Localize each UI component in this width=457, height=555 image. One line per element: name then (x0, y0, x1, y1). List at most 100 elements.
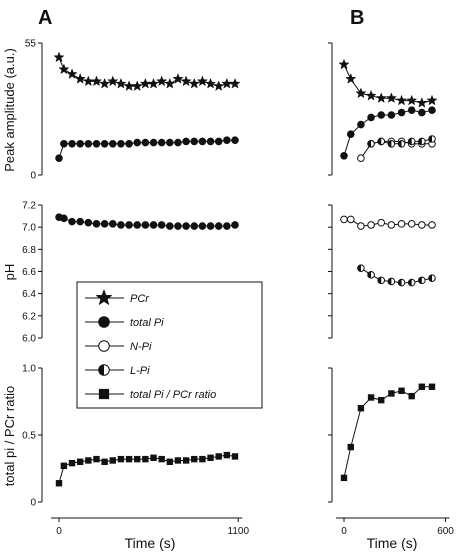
data-point (100, 140, 109, 148)
data-point (53, 51, 65, 63)
data-point (93, 455, 100, 463)
series-b-bot-filled-square (340, 383, 436, 482)
data-point (92, 140, 101, 148)
y-axis-title-bot: total pi / PCr ratio (2, 386, 17, 486)
data-point (214, 137, 223, 146)
data-point (150, 454, 157, 461)
data-point (398, 387, 405, 394)
data-point (406, 94, 418, 106)
data-point (206, 222, 215, 230)
legend-label-n-pi: N-Pi (130, 341, 152, 353)
data-point (367, 271, 375, 279)
data-point (206, 137, 215, 146)
series-b-mid-open-circle (340, 215, 436, 230)
x-tick-label-a: 0 (56, 526, 62, 537)
series-b-mid-half-circle (357, 264, 436, 287)
x-tick-label-b: 600 (437, 526, 454, 537)
legend: PCr total Pi N-Pi L-Pi total Pi / PCr ra… (76, 281, 263, 409)
data-point (357, 222, 365, 230)
data-point (198, 137, 207, 146)
data-point (378, 396, 385, 404)
data-point (199, 455, 206, 463)
legend-marker-open-circle (98, 340, 110, 352)
legend-label-total-pi: total Pi (130, 317, 164, 329)
data-point (60, 214, 68, 223)
data-point (345, 73, 357, 84)
data-point (357, 405, 365, 412)
data-point (407, 137, 416, 146)
data-point (76, 458, 84, 465)
series-line (343, 109, 433, 156)
series-b-top-filled-circle (340, 106, 436, 160)
data-point (55, 480, 63, 487)
data-point (117, 221, 125, 229)
data-point (125, 455, 133, 463)
data-point (191, 455, 198, 463)
data-point (377, 137, 386, 146)
data-point (426, 94, 438, 106)
y-tick-label-mid: 7.0 (22, 223, 36, 234)
y-tick-label-bot: 0 (30, 498, 36, 509)
data-point (156, 75, 168, 87)
data-point (58, 63, 70, 75)
data-point (147, 77, 160, 89)
data-point (357, 154, 365, 162)
data-point (428, 135, 436, 143)
data-point (101, 458, 108, 465)
data-point (204, 77, 217, 89)
data-point (223, 222, 231, 230)
y-axis-title-top: Peak amplitude (a.u.) (2, 48, 17, 172)
series-a-top-filled-circle (55, 136, 239, 162)
data-point (190, 222, 199, 230)
data-point (76, 217, 84, 226)
data-point (367, 394, 375, 401)
data-point (418, 137, 426, 146)
y-tick-label-mid: 7.2 (22, 201, 36, 212)
y-tick-label-mid: 6.6 (22, 267, 36, 278)
data-point (397, 278, 406, 287)
data-point (108, 140, 117, 148)
data-point (231, 221, 239, 229)
data-point (407, 278, 416, 287)
data-point (188, 77, 200, 89)
data-point (84, 218, 93, 227)
data-point (109, 457, 116, 464)
data-point (428, 274, 436, 282)
data-point (100, 220, 109, 228)
data-point (416, 97, 428, 108)
data-point (134, 455, 141, 463)
data-point (428, 106, 436, 114)
data-point (346, 130, 355, 138)
y-tick-label-top: 55 (25, 39, 37, 50)
data-point (387, 140, 396, 148)
data-point (367, 113, 375, 122)
data-point (68, 217, 76, 226)
data-point (166, 222, 174, 230)
series-line (343, 64, 433, 104)
series-a-top-star (53, 51, 241, 91)
data-point (182, 457, 190, 464)
data-point (340, 152, 348, 160)
plot-layer: 55 0 7.2 7.0 6.8 6.6 6.4 6.2 6.0 1.0 0.5 0 0 1100 0 600 (22, 39, 454, 538)
data-point (157, 138, 166, 147)
data-point (377, 218, 386, 227)
data-point (172, 73, 184, 84)
y-tick-label-mid: 6.8 (22, 245, 36, 256)
data-point (397, 108, 406, 117)
data-point (74, 73, 86, 84)
data-point (125, 221, 133, 229)
legend-marker-star (95, 288, 113, 306)
legend-marker-filled-square (98, 388, 110, 400)
data-point (428, 221, 436, 229)
data-point (367, 140, 375, 148)
data-point (223, 136, 231, 144)
data-point (223, 451, 231, 459)
series-line (344, 218, 432, 227)
data-point (60, 462, 68, 470)
data-point (377, 111, 386, 119)
legend-label-ratio: total Pi / PCr ratio (130, 389, 216, 401)
data-point (55, 154, 63, 162)
y-tick-label-bot: 1.0 (22, 364, 36, 375)
x-axis-title-b: Time (s) (367, 535, 418, 551)
data-point (397, 220, 406, 228)
